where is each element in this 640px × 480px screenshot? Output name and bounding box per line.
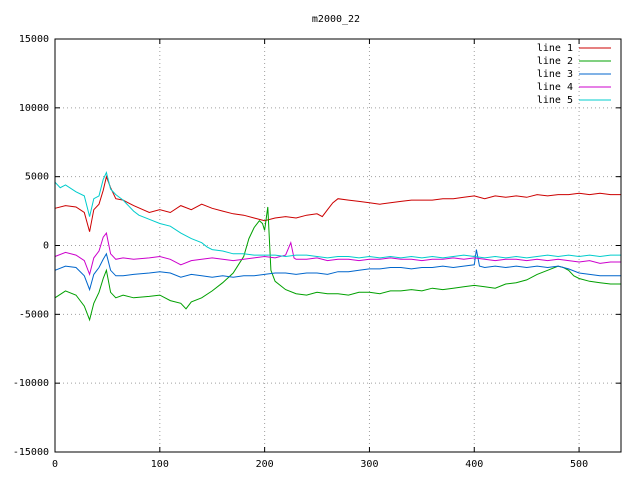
y-tick-label: 10000 <box>19 103 49 114</box>
series-lines <box>54 171 621 322</box>
y-tick-label: -10000 <box>13 378 49 389</box>
x-tick-label: 300 <box>360 459 378 470</box>
series-line-3 <box>54 249 621 292</box>
legend-label-4: line 4 <box>537 82 573 93</box>
legend-label-1: line 1 <box>537 43 573 54</box>
y-tick-label: 0 <box>43 241 49 252</box>
series-line-2 <box>54 206 621 322</box>
grid <box>55 39 621 452</box>
legend-label-3: line 3 <box>537 69 573 80</box>
legend: line 1 line 2 line 3 line 4 line 5 <box>537 43 611 106</box>
series-line-5 <box>54 171 621 259</box>
y-tick-label: -5000 <box>19 309 49 320</box>
y-tick-label: 15000 <box>19 34 49 45</box>
x-tick-label: 500 <box>570 459 588 470</box>
x-tick-label: 200 <box>256 459 274 470</box>
x-tick-label: 400 <box>465 459 483 470</box>
legend-label-5: line 5 <box>537 95 573 106</box>
series-line-1 <box>54 174 621 232</box>
series-line-4 <box>54 231 621 277</box>
y-tick-label: -15000 <box>13 447 49 458</box>
y-tick-label: 5000 <box>25 172 49 183</box>
legend-label-2: line 2 <box>537 56 573 67</box>
chart-title: m2000_22 <box>312 14 360 25</box>
x-tick-label: 100 <box>151 459 169 470</box>
axis-ticks: 0 100 200 300 400 500 -15000 -10000 -5000 0 5000 10… <box>13 34 621 470</box>
x-tick-label: 0 <box>52 459 58 470</box>
